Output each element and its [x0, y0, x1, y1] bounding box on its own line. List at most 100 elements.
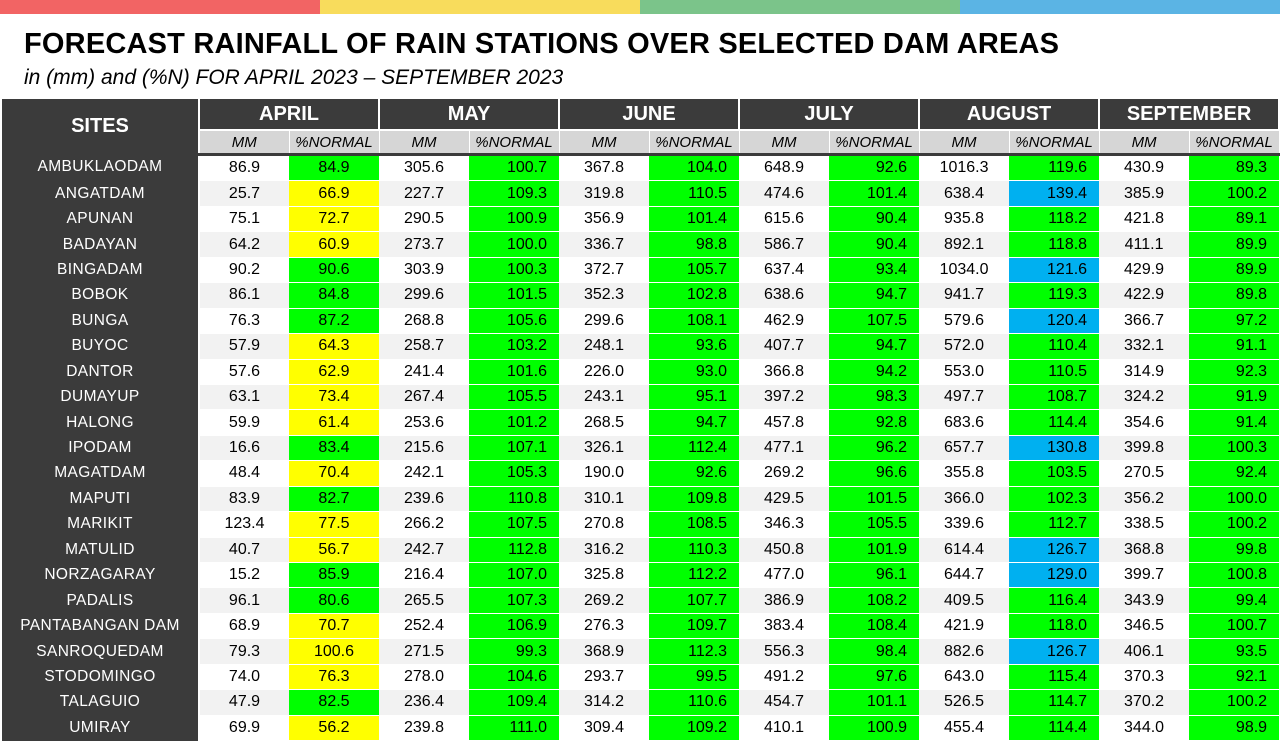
mm-value: 354.6: [1099, 409, 1190, 436]
mm-value: 57.9: [199, 333, 289, 360]
mm-value: 325.8: [559, 562, 650, 589]
site-name: IPODAM: [2, 435, 200, 462]
pct-normal-value: 118.2: [1009, 206, 1100, 233]
pct-normal-value: 119.6: [1009, 154, 1100, 182]
pct-normal-value: 110.5: [1009, 359, 1100, 385]
mm-value: 86.1: [199, 282, 289, 309]
mm-value: 79.3: [199, 638, 289, 665]
pct-normal-value: 91.4: [1189, 409, 1280, 436]
mm-value: 248.1: [559, 333, 650, 360]
pct-normal-value: 114.4: [1009, 715, 1100, 741]
pct-normal-value: 108.4: [829, 613, 920, 640]
mm-value: 268.5: [559, 409, 650, 436]
mm-value: 399.8: [1099, 435, 1190, 462]
site-name: APUNAN: [2, 206, 200, 233]
mm-subheader: MM: [1099, 130, 1190, 156]
pct-normal-value: 107.0: [469, 562, 560, 589]
pct-normal-value: 100.6: [289, 638, 379, 665]
table-row: TALAGUIO 47.9 82.5 236.4 109.4 314.2 110.6 454.…: [2, 689, 1280, 716]
pct-normal-value: 95.1: [649, 384, 740, 411]
pct-normal-value: 89.1: [1189, 206, 1280, 233]
pct-normal-value: 101.2: [469, 409, 560, 436]
table-row: BUYOC 57.9 64.3 258.7 103.2 248.1 93.6 407.7 94.…: [2, 333, 1280, 360]
mm-value: 96.1: [199, 587, 289, 614]
month-header-april: APRIL: [199, 99, 380, 131]
table-row: MAPUTI 83.9 82.7 239.6 110.8 310.1 109.8 429.5 1…: [2, 486, 1280, 513]
pct-normal-value: 129.0: [1009, 562, 1100, 589]
month-header-august: AUGUST: [919, 99, 1101, 131]
pct-normal-value: 100.2: [1189, 180, 1280, 207]
mm-value: 344.0: [1099, 715, 1190, 741]
mm-value: 75.1: [199, 206, 289, 233]
site-name: STODOMINGO: [2, 664, 200, 691]
top-bar-red: [0, 0, 320, 14]
site-name: BUYOC: [2, 333, 200, 360]
pct-normal-value: 108.1: [649, 308, 740, 335]
mm-value: 586.7: [739, 231, 830, 258]
pct-normal-value: 99.5: [649, 664, 740, 691]
mm-value: 477.1: [739, 435, 830, 462]
pct-normal-value: 94.7: [829, 282, 920, 309]
table-row: DANTOR 57.6 62.9 241.4 101.6 226.0 93.0 366.8 94…: [2, 359, 1280, 385]
pct-normal-value: 107.5: [469, 511, 560, 538]
mm-value: 242.7: [379, 537, 469, 564]
month-header-june: JUNE: [559, 99, 741, 131]
mm-value: 252.4: [379, 613, 469, 640]
mm-value: 1016.3: [919, 154, 1010, 182]
table-row: BOBOK 86.1 84.8 299.6 101.5 352.3 102.8 638.6 94…: [2, 282, 1280, 309]
mm-value: 339.6: [919, 511, 1010, 538]
pct-normal-subheader: %NORMAL: [829, 130, 920, 156]
sites-header: SITES: [2, 99, 200, 155]
site-name: MAPUTI: [2, 486, 200, 513]
mm-value: 386.9: [739, 587, 830, 614]
mm-value: 253.6: [379, 409, 469, 436]
pct-normal-value: 70.7: [289, 613, 379, 640]
pct-normal-value: 114.7: [1009, 689, 1100, 716]
pct-normal-value: 103.5: [1009, 460, 1100, 487]
pct-normal-value: 92.6: [829, 154, 920, 182]
mm-value: 407.7: [739, 333, 830, 360]
pct-normal-value: 118.0: [1009, 613, 1100, 640]
pct-normal-value: 89.3: [1189, 154, 1280, 182]
pct-normal-value: 96.2: [829, 435, 920, 462]
mm-subheader: MM: [559, 130, 650, 156]
pct-normal-value: 103.2: [469, 333, 560, 360]
mm-value: 1034.0: [919, 257, 1010, 284]
mm-value: 90.2: [199, 257, 289, 284]
pct-normal-value: 101.1: [829, 689, 920, 716]
table-row: APUNAN 75.1 72.7 290.5 100.9 356.9 101.4 615.6 9…: [2, 206, 1280, 233]
pct-normal-value: 60.9: [289, 231, 379, 258]
mm-value: 48.4: [199, 460, 289, 487]
table-row: PANTABANGAN DAM 68.9 70.7 252.4 106.9 276.3 10…: [2, 613, 1280, 640]
pct-normal-value: 115.4: [1009, 664, 1100, 691]
mm-value: 332.1: [1099, 333, 1190, 360]
mm-subheader: MM: [199, 130, 290, 156]
pct-normal-value: 119.3: [1009, 282, 1100, 309]
pct-normal-value: 64.3: [289, 333, 379, 360]
mm-value: 269.2: [739, 460, 830, 487]
pct-normal-value: 92.6: [649, 460, 740, 487]
page-title: FORECAST RAINFALL OF RAIN STATIONS OVER …: [24, 28, 1060, 60]
mm-value: 216.4: [379, 562, 469, 589]
mm-value: 278.0: [379, 664, 469, 691]
pct-normal-value: 66.9: [289, 180, 379, 207]
mm-value: 366.8: [739, 359, 830, 385]
mm-value: 314.9: [1099, 359, 1190, 385]
mm-value: 346.5: [1099, 613, 1190, 640]
mm-value: 941.7: [919, 282, 1010, 309]
pct-normal-value: 110.4: [1009, 333, 1100, 360]
site-name: HALONG: [2, 409, 200, 436]
mm-value: 326.1: [559, 435, 650, 462]
pct-normal-value: 93.0: [649, 359, 740, 385]
pct-normal-value: 100.0: [1189, 486, 1280, 513]
mm-value: 368.9: [559, 638, 650, 665]
pct-normal-value: 112.2: [649, 562, 740, 589]
pct-normal-value: 108.2: [829, 587, 920, 614]
mm-value: 271.5: [379, 638, 469, 665]
mm-value: 368.8: [1099, 537, 1190, 564]
mm-value: 397.2: [739, 384, 830, 411]
mm-value: 683.6: [919, 409, 1010, 436]
mm-subheader: MM: [379, 130, 470, 156]
mm-value: 553.0: [919, 359, 1010, 385]
mm-value: 276.3: [559, 613, 650, 640]
